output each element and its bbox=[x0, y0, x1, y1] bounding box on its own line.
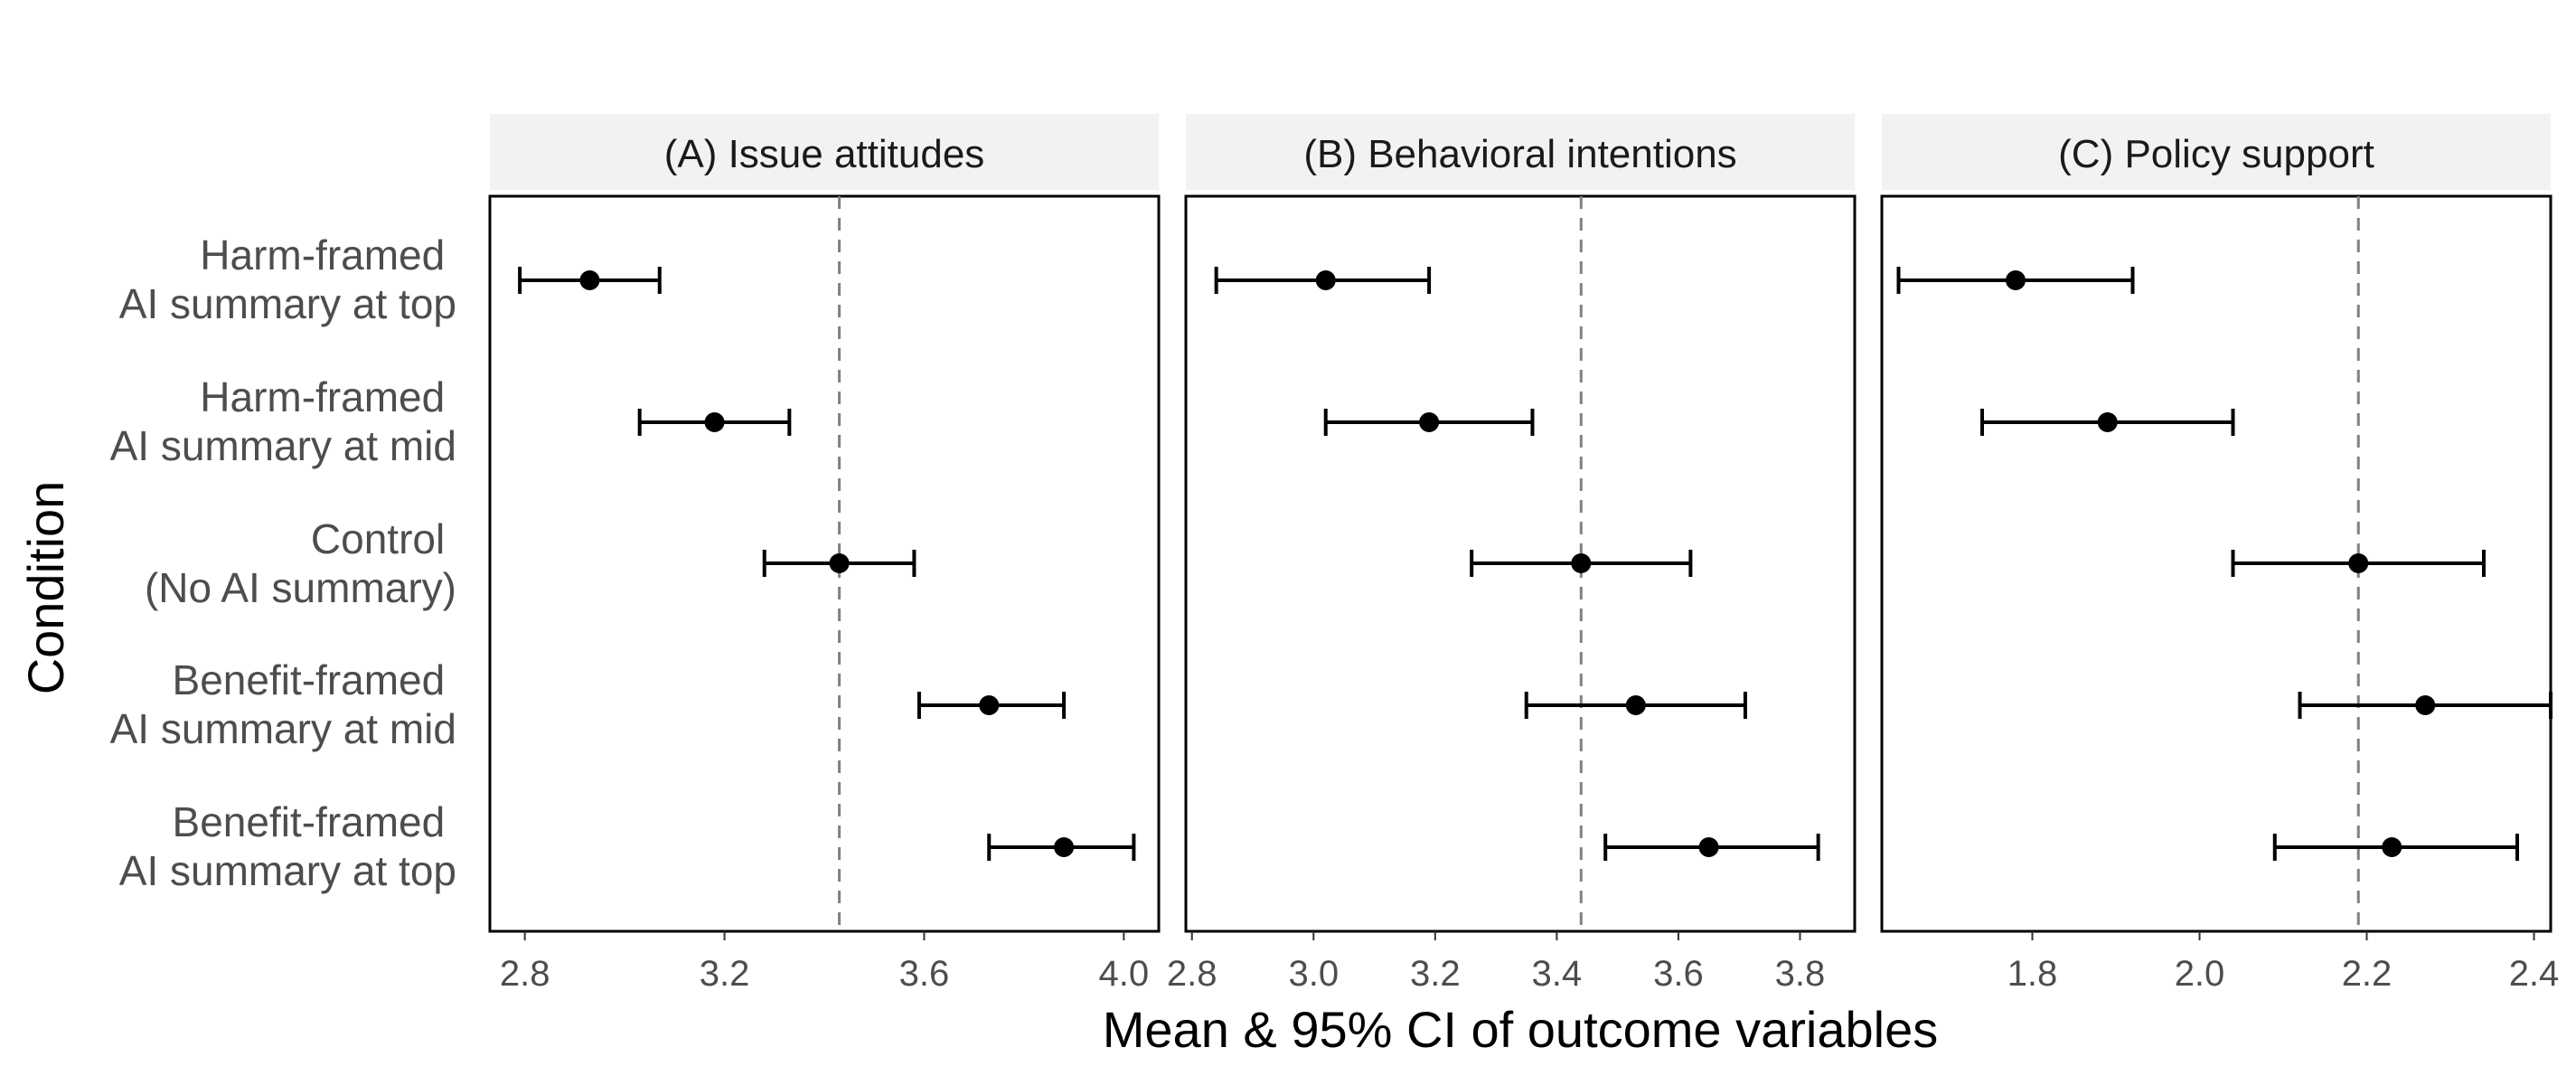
x-tick-label: 3.8 bbox=[1775, 954, 1826, 994]
mean-point bbox=[1419, 412, 1440, 432]
mean-point bbox=[579, 270, 600, 290]
condition-label-line: AI summary at top bbox=[119, 280, 456, 327]
mean-point bbox=[2348, 553, 2369, 573]
panel-a-frame bbox=[488, 194, 1161, 933]
panel-b: (B) Behavioral intentions bbox=[1184, 114, 1857, 933]
panel-c-title: (C) Policy support bbox=[2058, 132, 2374, 176]
mean-point bbox=[1054, 837, 1075, 857]
mean-point bbox=[979, 695, 1000, 715]
panel-c-marks bbox=[1896, 196, 2552, 931]
condition-label-line: Benefit-framed bbox=[173, 798, 446, 845]
mean-point bbox=[704, 412, 725, 432]
condition-labels: Harm-framed AI summary at top Harm-frame… bbox=[110, 231, 456, 894]
condition-label-line: Benefit-framed bbox=[173, 656, 446, 703]
panel-a: (A) Issue attitudes bbox=[488, 114, 1161, 933]
condition-label-line: AI summary at top bbox=[119, 847, 456, 894]
x-tick-label: 2.0 bbox=[2175, 954, 2225, 994]
x-tick-label: 2.8 bbox=[1167, 954, 1217, 994]
x-tick-label: 2.4 bbox=[2509, 954, 2560, 994]
mean-point bbox=[2382, 837, 2402, 857]
x-tick-label: 3.6 bbox=[1653, 954, 1704, 994]
condition-label-line: Control bbox=[311, 515, 445, 562]
panel-a-title: (A) Issue attitudes bbox=[664, 132, 985, 176]
panel-b-title: (B) Behavioral intentions bbox=[1303, 132, 1736, 176]
x-tick-label: 3.2 bbox=[700, 954, 750, 994]
x-tick-label: 3.2 bbox=[1410, 954, 1461, 994]
x-tick-label: 3.6 bbox=[899, 954, 950, 994]
mean-point bbox=[1625, 695, 1646, 715]
mean-point bbox=[1571, 553, 1592, 573]
x-tick-label: 3.4 bbox=[1532, 954, 1583, 994]
x-axis-title: Mean & 95% CI of outcome variables bbox=[1103, 1001, 1938, 1058]
condition-label-line: Harm-framed bbox=[200, 231, 445, 278]
condition-label: Benefit-framed AI summary at mid bbox=[110, 656, 456, 752]
panel-c-frame bbox=[1880, 194, 2552, 933]
x-tick-label: 4.0 bbox=[1099, 954, 1150, 994]
mean-point bbox=[1698, 837, 1719, 857]
panel-b-marks bbox=[1214, 196, 1820, 931]
mean-point bbox=[2415, 695, 2436, 715]
x-tick-label: 1.8 bbox=[2007, 954, 2058, 994]
condition-label: Harm-framed AI summary at mid bbox=[110, 373, 456, 469]
panel-b-strip bbox=[1186, 114, 1855, 190]
condition-label-line: AI summary at mid bbox=[110, 705, 456, 752]
x-tick-label: 2.2 bbox=[2342, 954, 2393, 994]
panel-c-strip bbox=[1882, 114, 2551, 190]
panel-c: (C) Policy support bbox=[1880, 114, 2552, 933]
mean-point bbox=[1315, 270, 1336, 290]
condition-label: Harm-framed AI summary at top bbox=[119, 231, 456, 327]
condition-label-line: Harm-framed bbox=[200, 373, 445, 420]
panel-b-frame bbox=[1184, 194, 1857, 933]
condition-label-line: (No AI summary) bbox=[145, 564, 456, 611]
condition-label: Control (No AI summary) bbox=[145, 515, 456, 611]
panel-a-marks bbox=[518, 196, 1136, 931]
x-tick-label: 2.8 bbox=[500, 954, 550, 994]
condition-label: Benefit-framed AI summary at top bbox=[119, 798, 456, 894]
mean-point bbox=[2097, 412, 2118, 432]
mean-point bbox=[829, 553, 850, 573]
x-tick-label: 3.0 bbox=[1288, 954, 1339, 994]
condition-label-line: AI summary at mid bbox=[110, 422, 456, 469]
mean-point bbox=[2006, 270, 2026, 290]
panel-a-strip bbox=[490, 114, 1159, 190]
y-axis-title: Condition bbox=[17, 481, 74, 695]
